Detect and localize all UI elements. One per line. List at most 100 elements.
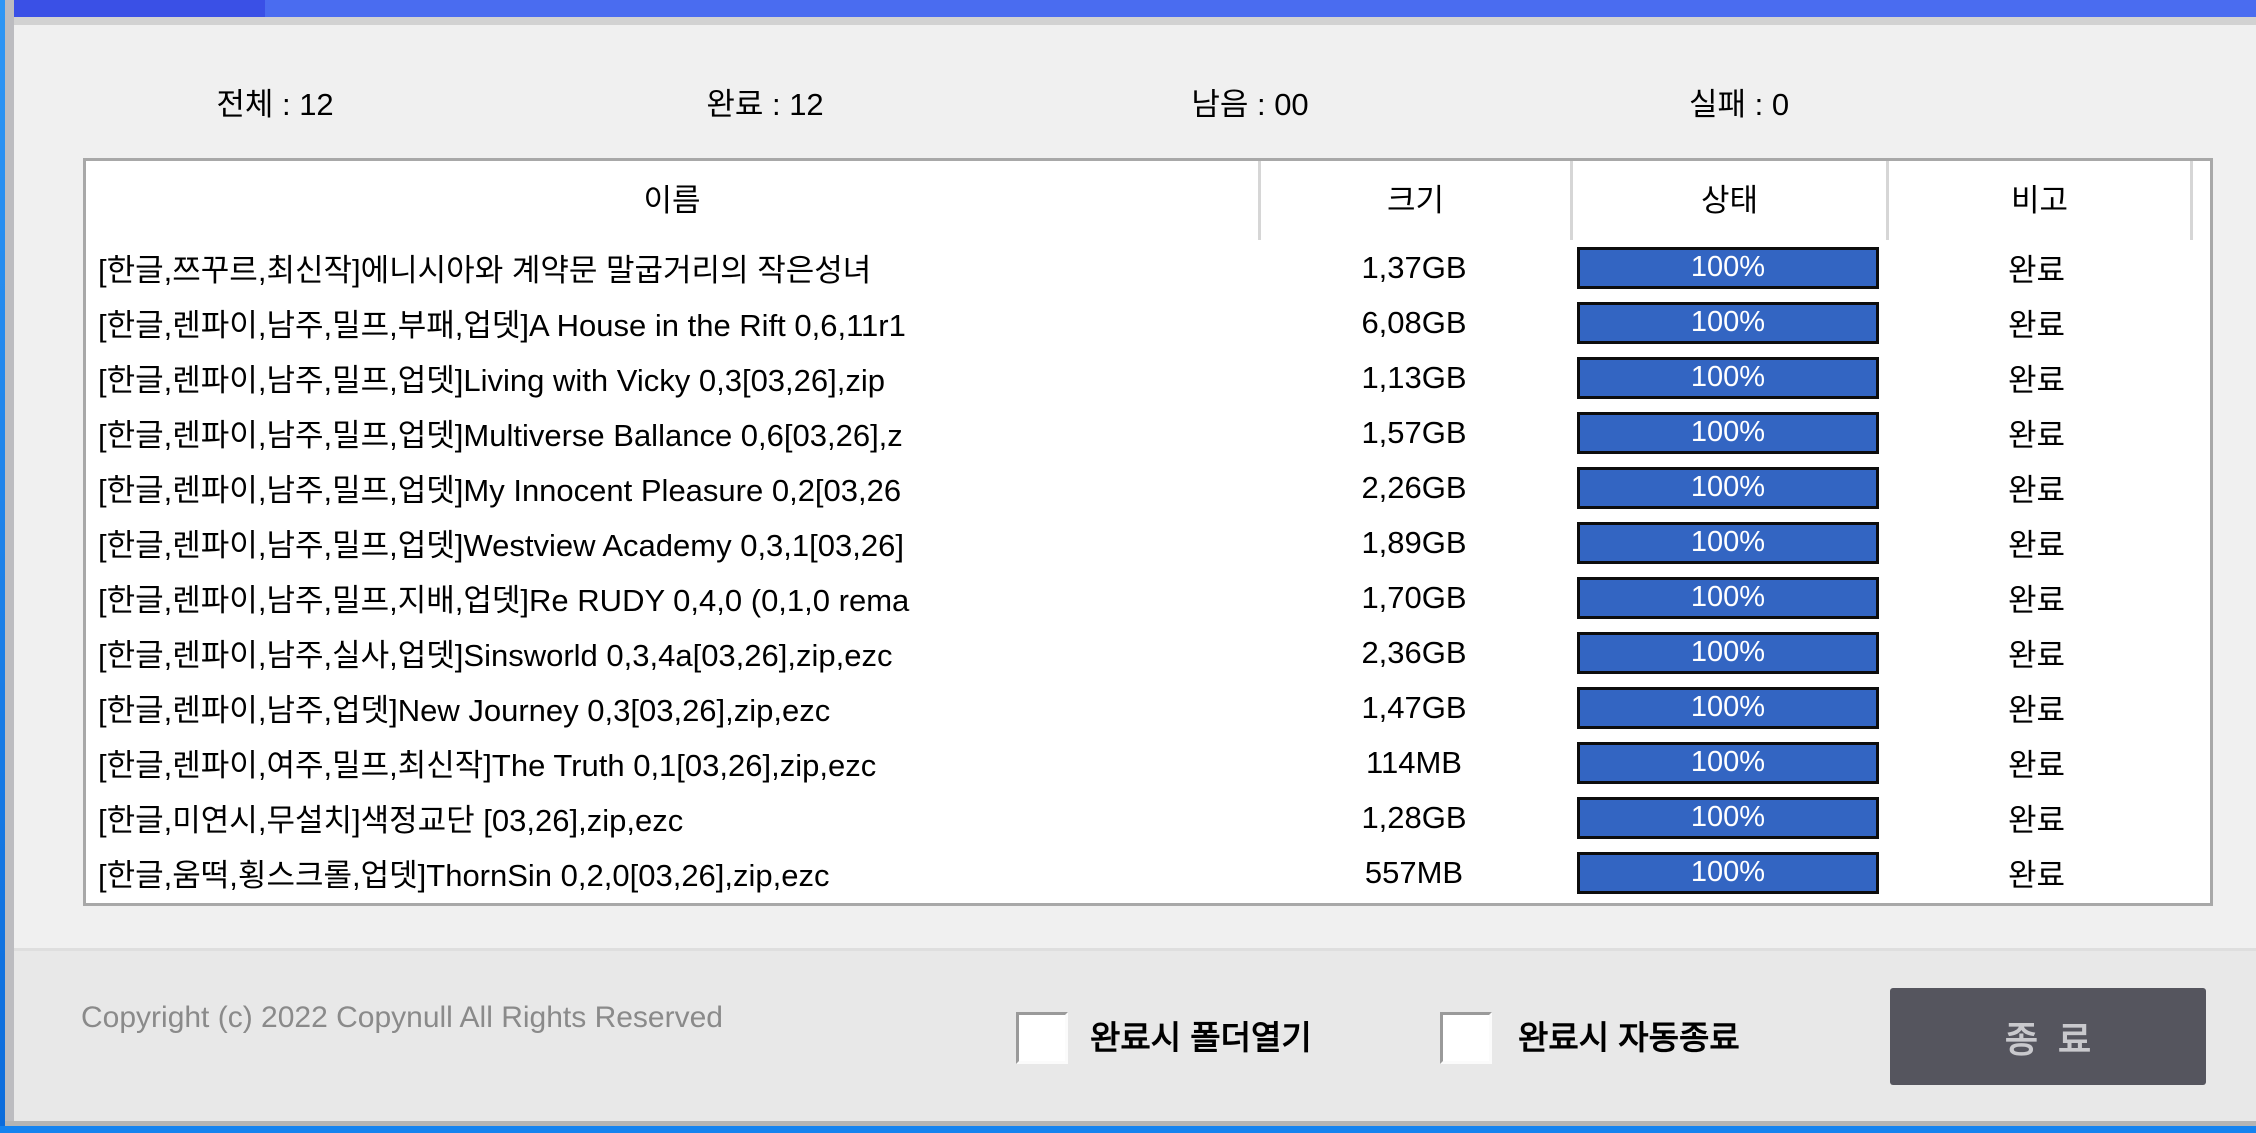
status-cell: 100% (1570, 631, 1886, 674)
file-size: 1,13GB (1361, 359, 1467, 395)
table-row[interactable]: [한글,미연시,무설치]색정교단 [03,26],zip,ezc 1,28GB … (86, 790, 2210, 845)
file-name: [한글,렌파이,남주,밀프,지배,업뎃]Re RUDY 0,4,0 (0,1,0… (98, 583, 910, 618)
exit-button[interactable]: 종료 (1890, 988, 2206, 1085)
file-size: 557MB (1364, 854, 1464, 890)
file-size: 1,37GB (1361, 249, 1467, 285)
title-bar (14, 0, 2256, 17)
progress-bar: 100% (1577, 466, 1879, 509)
status-cell: 100% (1570, 411, 1886, 454)
table-row[interactable]: [한글,움떡,횡스크롤,업뎃]ThornSin 0,2,0[03,26],zip… (86, 845, 2210, 900)
status-note: 완료 (2007, 363, 2066, 398)
open-folder-checkbox-label[interactable]: 완료시 폴더열기 (1090, 1019, 1312, 1056)
window-left-edge (0, 0, 5, 1133)
column-header-note[interactable]: 비고 (2010, 183, 2069, 218)
status-cell: 100% (1570, 741, 1886, 784)
progress-bar: 100% (1577, 741, 1879, 784)
status-note: 완료 (2007, 803, 2066, 838)
file-size: 114MB (1366, 744, 1462, 780)
status-cell: 100% (1570, 521, 1886, 564)
progress-bar: 100% (1577, 631, 1879, 674)
table-row[interactable]: [한글,렌파이,여주,밀프,최신작]The Truth 0,1[03,26],z… (86, 735, 2210, 790)
file-size: 1,47GB (1361, 689, 1467, 725)
column-separator (2190, 161, 2193, 240)
status-note: 완료 (2007, 693, 2066, 728)
window-bottom-edge (0, 1126, 2256, 1133)
progress-bar: 100% (1577, 521, 1879, 564)
progress-bar: 100% (1577, 411, 1879, 454)
table-row[interactable]: [한글,렌파이,남주,밀프,부패,업뎃]A House in the Rift … (86, 295, 2210, 350)
file-name: [한글,렌파이,남주,밀프,업뎃]Living with Vicky 0,3[0… (98, 363, 885, 398)
title-bar-active-segment (14, 0, 265, 17)
status-note: 완료 (2007, 528, 2066, 563)
download-table-body: [한글,쯔꾸르,최신작]에니시아와 계약문 말굽거리의 작은성녀 1,37GB … (86, 240, 2210, 900)
file-name: [한글,움떡,횡스크롤,업뎃]ThornSin 0,2,0[03,26],zip… (98, 858, 830, 893)
table-row[interactable]: [한글,렌파이,남주,밀프,업뎃]Multiverse Ballance 0,6… (86, 405, 2210, 460)
stat-done: 완료 : 12 (706, 87, 824, 122)
progress-bar: 100% (1577, 576, 1879, 619)
status-cell: 100% (1570, 246, 1886, 289)
status-note: 완료 (2007, 253, 2066, 288)
file-size: 1,70GB (1361, 579, 1467, 615)
file-name: [한글,렌파이,남주,밀프,업뎃]My Innocent Pleasure 0,… (98, 473, 902, 508)
status-cell: 100% (1570, 576, 1886, 619)
column-header-size[interactable]: 크기 (1386, 183, 1445, 218)
file-name: [한글,렌파이,남주,밀프,업뎃]Westview Academy 0,3,1[… (98, 528, 904, 563)
column-separator (1258, 161, 1261, 240)
file-size: 1,57GB (1361, 414, 1467, 450)
status-cell: 100% (1570, 796, 1886, 839)
file-name: [한글,렌파이,남주,실사,업뎃]Sinsworld 0,3,4a[03,26]… (98, 638, 893, 673)
auto-exit-checkbox[interactable] (1440, 1012, 1492, 1064)
column-header-status[interactable]: 상태 (1700, 183, 1759, 218)
window-bottom-border (5, 1121, 2256, 1126)
table-row[interactable]: [한글,렌파이,남주,밀프,업뎃]My Innocent Pleasure 0,… (86, 460, 2210, 515)
status-cell: 100% (1570, 851, 1886, 894)
status-note: 완료 (2007, 583, 2066, 618)
table-row[interactable]: [한글,렌파이,남주,업뎃]New Journey 0,3[03,26],zip… (86, 680, 2210, 735)
status-note: 완료 (2007, 418, 2066, 453)
stat-remaining: 남음 : 00 (1191, 87, 1309, 122)
status-cell: 100% (1570, 466, 1886, 509)
status-note: 완료 (2007, 638, 2066, 673)
download-table: 이름 크기 상태 비고 [한글,쯔꾸르,최신작]에니시아와 계약문 말굽거리의 … (83, 158, 2213, 906)
file-size: 1,89GB (1361, 524, 1467, 560)
file-size: 2,36GB (1361, 634, 1467, 670)
status-cell: 100% (1570, 356, 1886, 399)
title-bar-divider (14, 17, 2256, 25)
file-name: [한글,렌파이,남주,밀프,부패,업뎃]A House in the Rift … (98, 308, 906, 343)
table-row[interactable]: [한글,쯔꾸르,최신작]에니시아와 계약문 말굽거리의 작은성녀 1,37GB … (86, 240, 2210, 295)
stat-total: 전체 : 12 (216, 87, 334, 122)
file-name: [한글,렌파이,남주,밀프,업뎃]Multiverse Ballance 0,6… (98, 418, 903, 453)
file-name: [한글,렌파이,남주,업뎃]New Journey 0,3[03,26],zip… (98, 693, 831, 728)
progress-bar: 100% (1577, 246, 1879, 289)
column-separator (1570, 161, 1573, 240)
file-name: [한글,렌파이,여주,밀프,최신작]The Truth 0,1[03,26],z… (98, 748, 877, 783)
table-row[interactable]: [한글,렌파이,남주,밀프,업뎃]Westview Academy 0,3,1[… (86, 515, 2210, 570)
auto-exit-checkbox-label[interactable]: 완료시 자동종료 (1518, 1019, 1740, 1056)
status-cell: 100% (1570, 686, 1886, 729)
progress-bar: 100% (1577, 686, 1879, 729)
status-note: 완료 (2007, 308, 2066, 343)
progress-bar: 100% (1577, 301, 1879, 344)
file-size: 6,08GB (1361, 304, 1467, 340)
download-table-header: 이름 크기 상태 비고 (86, 161, 2210, 240)
file-name: [한글,쯔꾸르,최신작]에니시아와 계약문 말굽거리의 작은성녀 (98, 253, 872, 288)
progress-bar: 100% (1577, 356, 1879, 399)
file-size: 1,28GB (1361, 799, 1467, 835)
file-name: [한글,미연시,무설치]색정교단 [03,26],zip,ezc (98, 803, 684, 838)
table-row[interactable]: [한글,렌파이,남주,실사,업뎃]Sinsworld 0,3,4a[03,26]… (86, 625, 2210, 680)
copyright-text: Copyright (c) 2022 Copynull All Rights R… (81, 1001, 723, 1034)
open-folder-checkbox[interactable] (1016, 1012, 1068, 1064)
status-note: 완료 (2007, 748, 2066, 783)
window-left-border (5, 0, 14, 1126)
column-header-name[interactable]: 이름 (643, 183, 701, 218)
status-note: 완료 (2007, 858, 2066, 893)
column-separator (1886, 161, 1889, 240)
status-note: 완료 (2007, 473, 2066, 508)
progress-bar: 100% (1577, 851, 1879, 894)
table-row[interactable]: [한글,렌파이,남주,밀프,업뎃]Living with Vicky 0,3[0… (86, 350, 2210, 405)
progress-bar: 100% (1577, 796, 1879, 839)
file-size: 2,26GB (1361, 469, 1467, 505)
footer-panel (14, 948, 2256, 1121)
table-row[interactable]: [한글,렌파이,남주,밀프,지배,업뎃]Re RUDY 0,4,0 (0,1,0… (86, 570, 2210, 625)
stat-failed: 실패 : 0 (1688, 87, 1790, 122)
